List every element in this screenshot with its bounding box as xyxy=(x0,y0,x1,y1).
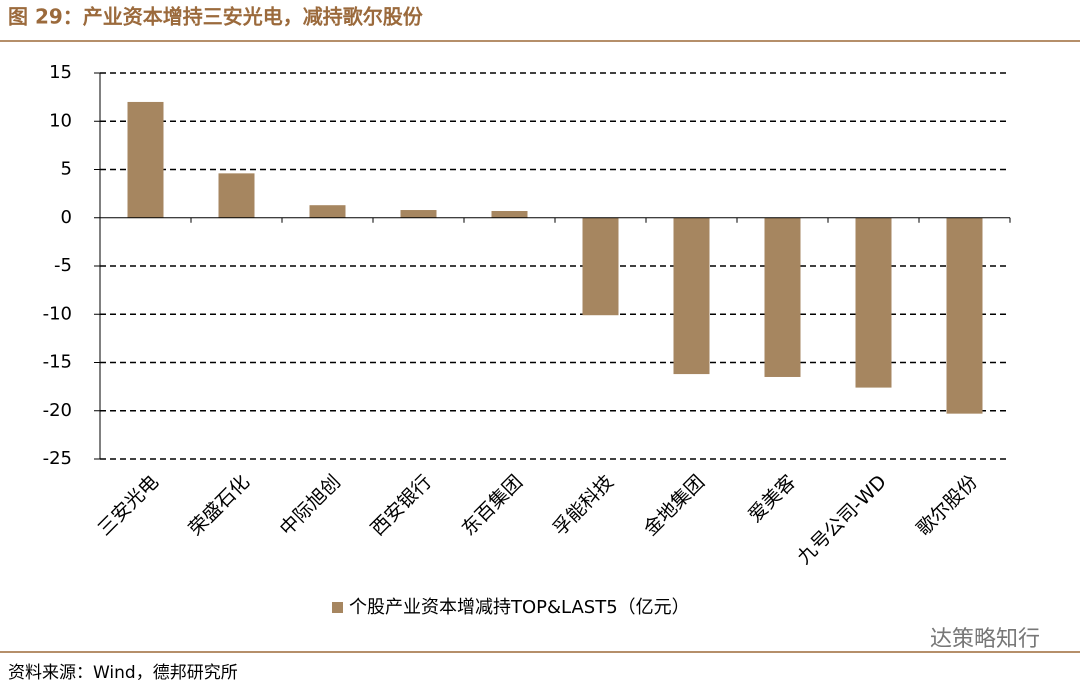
bar xyxy=(400,210,437,218)
watermark: 达策略知行 xyxy=(930,627,1040,652)
bar xyxy=(855,217,892,388)
source: 资料来源：Wind，德邦研究所 xyxy=(8,663,238,683)
y-tick-label: -10 xyxy=(43,303,72,324)
y-tick-label: 0 xyxy=(61,207,72,228)
y-tick-label: 15 xyxy=(49,62,72,83)
x-tick-label: 东百集团 xyxy=(458,471,527,540)
chart-title: 图 29：产业资本增持三安光电，减持歌尔股份 xyxy=(8,5,424,29)
y-tick-label: 10 xyxy=(49,110,72,131)
x-tick-label: 三安光电 xyxy=(94,471,163,540)
y-tick-label: 5 xyxy=(61,159,72,180)
bar xyxy=(218,173,255,218)
y-tick-label: -20 xyxy=(43,400,72,421)
x-tick-label: 爱美客 xyxy=(744,471,800,527)
bar xyxy=(491,210,528,218)
x-tick-label: 九号公司-WD xyxy=(793,471,891,569)
x-tick-label: 中际旭创 xyxy=(276,471,345,540)
x-tick-label: 西安银行 xyxy=(367,471,436,540)
bar xyxy=(582,217,619,316)
x-tick-label: 荣盛石化 xyxy=(185,471,254,540)
x-tick-label: 歌尔股份 xyxy=(913,471,982,540)
bar xyxy=(309,205,346,218)
y-tick-label: -5 xyxy=(54,255,72,276)
bar xyxy=(673,217,710,375)
legend-swatch xyxy=(332,602,343,613)
bar xyxy=(946,217,983,414)
x-tick-label: 金地集团 xyxy=(640,471,709,540)
bar xyxy=(127,101,164,218)
y-tick-label: -15 xyxy=(43,352,72,373)
legend-label: 个股产业资本增减持TOP&LAST5（亿元） xyxy=(349,597,690,618)
y-tick-label: -25 xyxy=(43,448,72,469)
x-tick-label: 孚能科技 xyxy=(549,471,618,540)
bar xyxy=(764,217,801,377)
